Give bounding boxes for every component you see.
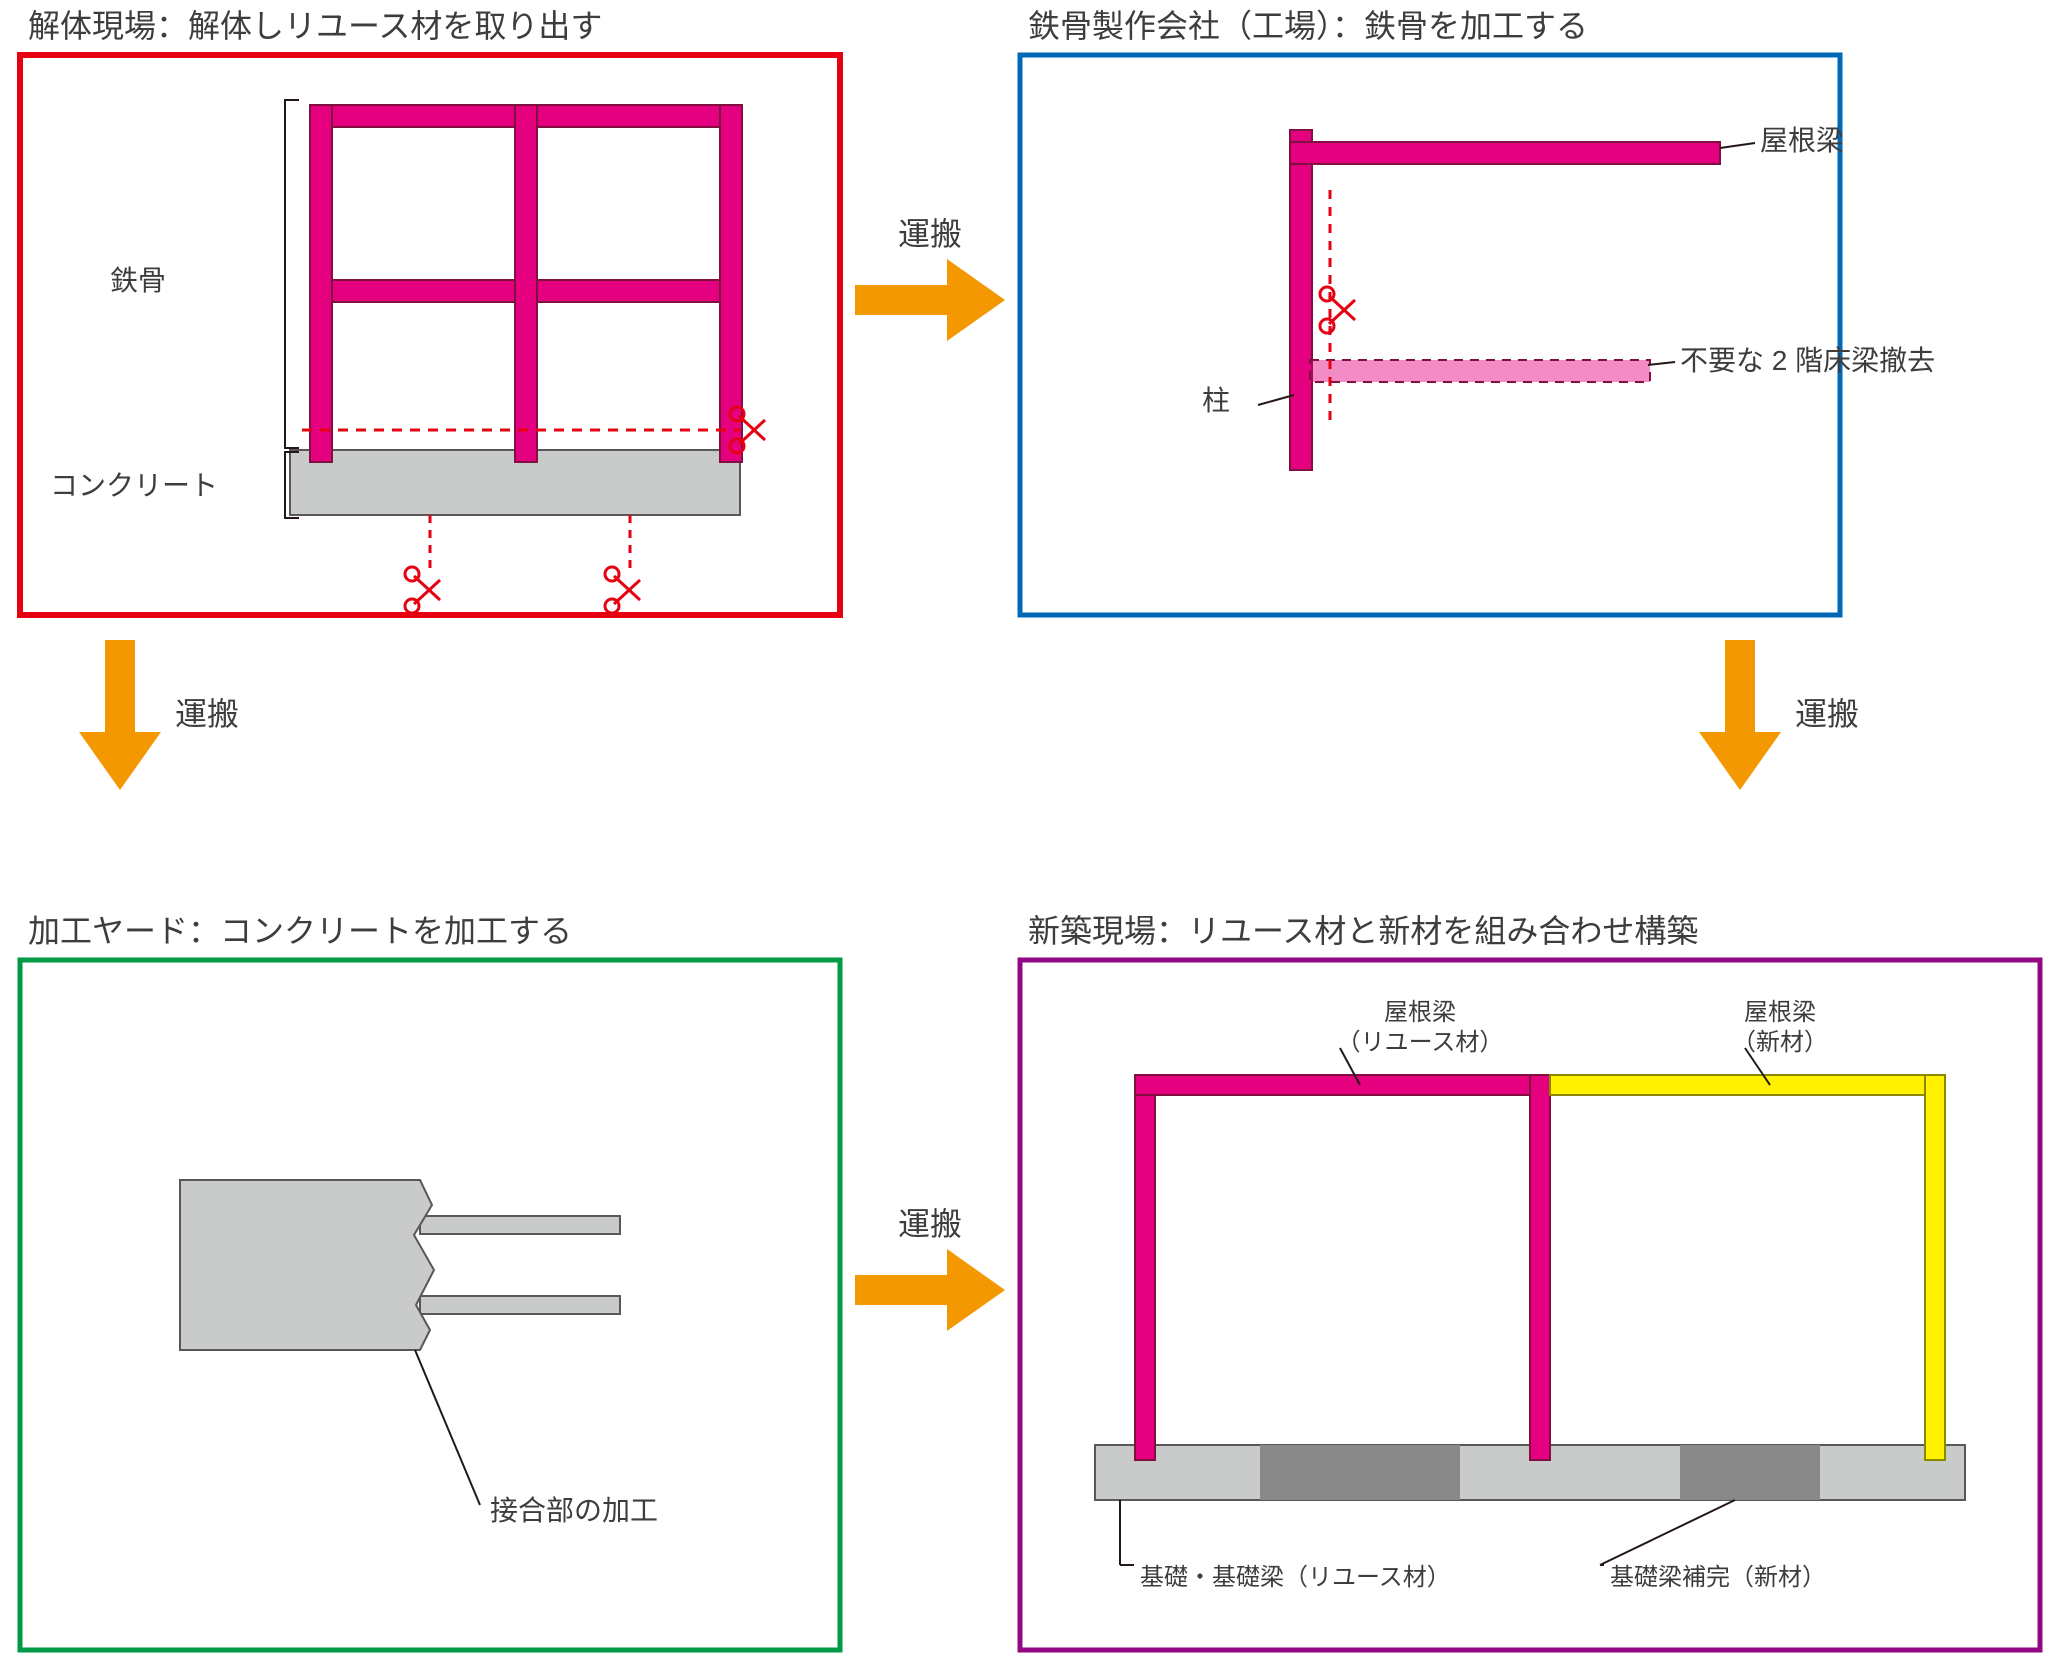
roof-reuse-label: 屋根梁	[1384, 999, 1456, 1026]
leader-line	[1258, 395, 1294, 405]
concrete-block	[180, 1180, 434, 1350]
concrete-label: コンクリート	[50, 470, 218, 501]
foundation-reuse-label: 基礎・基礎梁（リユース材）	[1140, 1564, 1451, 1591]
transport-arrow	[855, 259, 1005, 341]
leader-line	[415, 1350, 480, 1505]
column-label: 柱	[1202, 385, 1230, 416]
roof-beam-label: 屋根梁	[1760, 125, 1844, 156]
steel-member	[310, 105, 332, 462]
panel-title: 新築現場：リユース材と新材を組み合わせ構築	[1028, 913, 1698, 949]
diagram-canvas: 解体現場：解体しリユース材を取り出す 鉄骨製作会社（工場）：鉄骨を加工する加工ヤー…	[0, 0, 2067, 1673]
foundation-new	[1260, 1445, 1460, 1500]
steel-member	[1530, 1075, 1550, 1460]
scissor-icon	[405, 567, 440, 613]
rebar	[420, 1216, 620, 1234]
steel-member	[515, 105, 537, 462]
transport-arrow	[855, 1249, 1005, 1331]
new-steel-member	[1925, 1075, 1945, 1460]
bracket	[285, 100, 299, 448]
panel-title: 鉄骨製作会社（工場）：鉄骨を加工する	[1028, 8, 1588, 44]
arrow-label: 運搬	[898, 216, 962, 252]
leader-line	[1648, 362, 1675, 365]
new-steel-member	[1550, 1075, 1945, 1095]
steel-member	[1290, 130, 1312, 470]
rebar	[420, 1296, 620, 1314]
floor-beam-label: 不要な 2 階床梁撤去	[1680, 345, 1935, 376]
transport-arrow	[79, 640, 161, 790]
steel-member	[1135, 1075, 1155, 1460]
panel-title: 解体現場：解体しリユース材を取り出す	[28, 8, 602, 44]
roof-new-label2: （新材）	[1732, 1029, 1828, 1056]
joint-label: 接合部の加工	[490, 1495, 658, 1526]
scissor-icon	[605, 567, 640, 613]
steel-member	[1290, 142, 1720, 164]
roof-reuse-label2: （リユース材）	[1337, 1029, 1504, 1056]
panel-title: 加工ヤード：コンクリートを加工する	[28, 913, 572, 949]
steel-label: 鉄骨	[110, 265, 166, 296]
panel-tr	[1020, 55, 1840, 615]
arrow-label: 運搬	[1795, 696, 1859, 732]
roof-new-label: 屋根梁	[1744, 999, 1816, 1026]
steel-member	[1135, 1075, 1550, 1095]
foundation-new	[1680, 1445, 1820, 1500]
arrow-label: 運搬	[898, 1206, 962, 1242]
leader-line	[1720, 143, 1755, 148]
foundation-new-label: 基礎梁補完（新材）	[1610, 1564, 1826, 1591]
leader-line	[1600, 1500, 1735, 1565]
arrow-label: 運搬	[175, 696, 239, 732]
transport-arrow	[1699, 640, 1781, 790]
scissor-icon	[1320, 287, 1355, 333]
removed-beam	[1310, 360, 1650, 382]
